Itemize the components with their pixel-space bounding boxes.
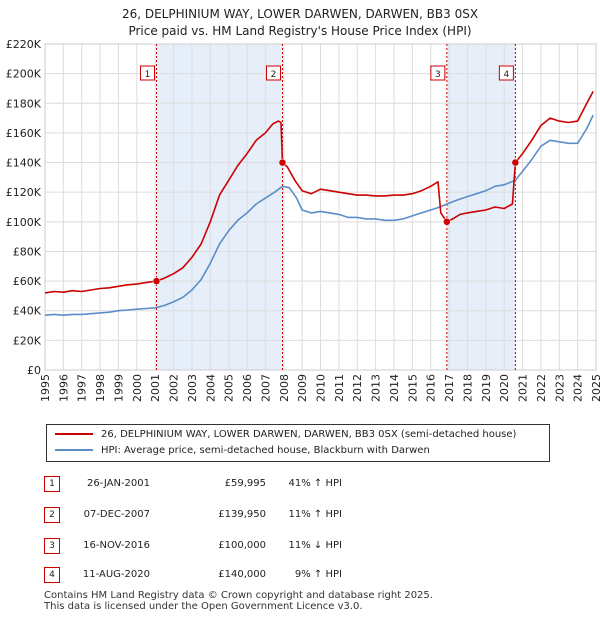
sale-point — [511, 158, 520, 167]
y-tick-label: £120K — [6, 186, 42, 199]
title-line-2: Price paid vs. HM Land Registry's House … — [128, 24, 472, 38]
y-tick-label: £60K — [13, 275, 42, 288]
x-tick-label: 1999 — [112, 374, 125, 402]
sale-point — [278, 158, 287, 167]
sale-date: 16-NOV-2016 — [83, 540, 150, 551]
sale-date: 26-JAN-2001 — [86, 478, 150, 489]
x-tick-label: 2020 — [498, 374, 511, 402]
legend: 26, DELPHINIUM WAY, LOWER DARWEN, DARWEN… — [46, 424, 550, 462]
y-tick-label: £220K — [6, 38, 42, 51]
y-tick-label: £100K — [6, 216, 42, 229]
x-tick-label: 2019 — [480, 374, 493, 402]
sale-date: 11-AUG-2020 — [82, 569, 150, 580]
table-row: 3 16-NOV-2016 £100,000 11% ↓ HPI — [44, 538, 564, 556]
price-chart: 1 2 3 4 £0 £20K £40K £60K £80K £100K £120K £140K £16… — [6, 38, 600, 402]
x-tick-label: 2023 — [553, 374, 566, 402]
x-tick-label: 2000 — [131, 374, 144, 402]
y-tick-label: £40K — [13, 305, 42, 318]
sale-label-box — [430, 65, 446, 81]
sale-hpi-diff: 11% ↑ HPI — [288, 509, 342, 520]
x-tick-label: 2004 — [204, 374, 217, 402]
x-tick-label: 1996 — [57, 374, 70, 402]
x-tick-label: 2009 — [296, 374, 309, 402]
x-tick-label: 2013 — [370, 374, 383, 402]
y-tick-label: £180K — [6, 97, 42, 110]
legend-label-property: 26, DELPHINIUM WAY, LOWER DARWEN, DARWEN… — [101, 429, 517, 440]
x-tick-label: 2021 — [517, 374, 530, 402]
y-tick-label: £140K — [6, 157, 42, 170]
x-tick-label: 2022 — [535, 374, 548, 402]
legend-swatch-property — [55, 433, 93, 435]
sale-point — [443, 218, 451, 226]
legend-swatch-hpi — [55, 449, 93, 451]
sale-date: 07-DEC-2007 — [83, 509, 150, 520]
footer-line-1: Contains HM Land Registry data © Crown c… — [44, 590, 433, 601]
series-line-property — [44, 91, 594, 294]
x-tick-label: 2015 — [406, 374, 419, 402]
x-tick-label: 2012 — [351, 374, 364, 402]
x-tick-label: 1997 — [76, 374, 89, 402]
sale-label-box — [265, 65, 281, 81]
sale-price: £100,000 — [218, 540, 266, 551]
sale-hpi-diff: 9% ↑ HPI — [294, 569, 342, 580]
legend-item-property: 26, DELPHINIUM WAY, LOWER DARWEN, DARWEN… — [55, 428, 516, 442]
x-tick-label: 2006 — [241, 374, 254, 402]
y-tick-label: £160K — [6, 127, 42, 140]
table-row: 1 26-JAN-2001 £59,995 41% ↑ HPI — [44, 476, 564, 494]
x-tick-label: 1995 — [39, 374, 52, 402]
x-tick-label: 2014 — [388, 374, 401, 402]
sale-hpi-diff: 41% ↑ HPI — [288, 478, 342, 489]
x-tick-label: 2025 — [590, 374, 600, 402]
shaded-period — [446, 44, 516, 370]
table-row: 4 11-AUG-2020 £140,000 9% ↑ HPI — [44, 567, 564, 585]
legend-item-hpi: HPI: Average price, semi-detached house,… — [55, 444, 430, 458]
x-tick-label: 2002 — [168, 374, 181, 402]
sale-label-text: 3 — [435, 70, 441, 80]
shaded-period — [156, 44, 283, 370]
title-line-1: 26, DELPHINIUM WAY, LOWER DARWEN, DARWEN… — [121, 7, 479, 21]
sale-price: £59,995 — [224, 478, 266, 489]
sale-price: £139,950 — [218, 509, 266, 520]
x-tick-label: 2003 — [186, 374, 199, 402]
sale-label-text: 1 — [145, 70, 151, 80]
x-tick-label: 1998 — [94, 374, 107, 402]
x-tick-label: 2007 — [259, 374, 272, 402]
series-line-hpi — [44, 114, 594, 317]
x-tick-label: 2018 — [461, 374, 474, 402]
legend-label-hpi: HPI: Average price, semi-detached house,… — [101, 445, 430, 456]
sale-number-badge: 2 — [44, 507, 60, 523]
x-tick-label: 2016 — [425, 374, 438, 402]
y-tick-label: £200K — [6, 68, 42, 81]
x-tick-label: 2017 — [443, 374, 456, 402]
sale-label-box — [139, 65, 155, 81]
sale-number-badge: 4 — [44, 567, 60, 583]
sale-label-text: 4 — [504, 70, 510, 80]
x-tick-label: 2001 — [149, 374, 162, 402]
footer: Contains HM Land Registry data © Crown c… — [44, 590, 433, 612]
x-tick-label: 2008 — [278, 374, 291, 402]
plot-border — [44, 43, 597, 371]
chart-title: 26, DELPHINIUM WAY, LOWER DARWEN, DARWEN… — [0, 6, 600, 40]
sale-price: £140,000 — [218, 569, 266, 580]
y-tick-label: £80K — [13, 245, 42, 258]
sale-number-badge: 1 — [44, 476, 60, 492]
sale-point — [152, 277, 161, 285]
x-tick-label: 2010 — [315, 374, 328, 402]
x-tick-label: 2005 — [223, 374, 236, 402]
x-tick-label: 2011 — [333, 374, 346, 402]
table-row: 2 07-DEC-2007 £139,950 11% ↑ HPI — [44, 507, 564, 525]
y-tick-label: £0 — [27, 364, 41, 377]
sale-number-badge: 3 — [44, 538, 60, 554]
sale-hpi-diff: 11% ↓ HPI — [288, 540, 342, 551]
x-tick-label: 2024 — [572, 374, 585, 402]
footer-line-2: This data is licensed under the Open Gov… — [44, 601, 363, 612]
sale-label-box — [498, 65, 514, 81]
y-tick-label: £20K — [13, 334, 42, 347]
sale-label-text: 2 — [271, 70, 277, 80]
